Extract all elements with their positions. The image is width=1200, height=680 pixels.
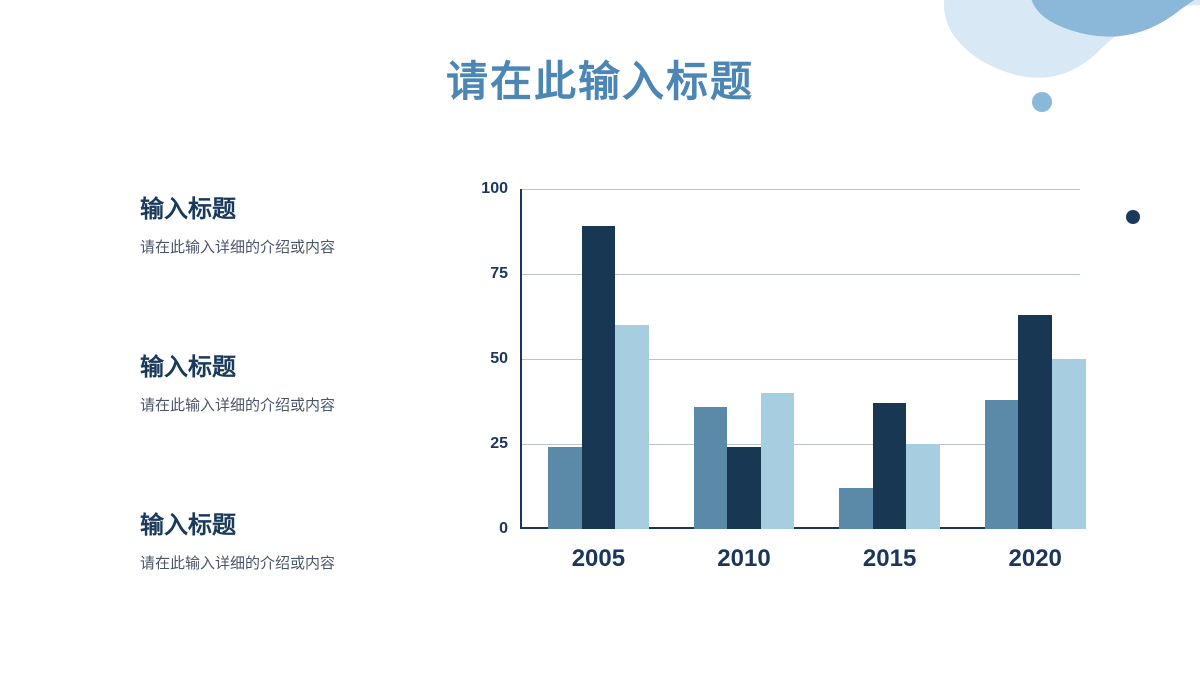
decoration-blob (900, 0, 1200, 180)
section-desc: 请在此输入详细的介绍或内容 (140, 552, 460, 573)
y-tick-label: 50 (490, 350, 520, 368)
chart-bar (761, 393, 795, 529)
section-desc: 请在此输入详细的介绍或内容 (140, 236, 460, 257)
bar-chart: 02550751002005201020152020 (460, 189, 1100, 589)
chart-bar (839, 488, 873, 529)
chart-bar (985, 400, 1019, 529)
chart-bar (1052, 359, 1086, 529)
section-title: 输入标题 (140, 189, 460, 224)
y-tick-label: 0 (499, 520, 520, 538)
chart-bar (694, 407, 728, 529)
chart-bar (582, 226, 616, 529)
decoration-dot (1126, 210, 1140, 224)
section-title: 输入标题 (140, 347, 460, 382)
chart-bar (873, 403, 907, 529)
content-area: 输入标题 请在此输入详细的介绍或内容 输入标题 请在此输入详细的介绍或内容 输入… (0, 109, 1200, 589)
y-tick-label: 75 (490, 265, 520, 283)
chart-bar (727, 447, 761, 529)
sidebar-section: 输入标题 请在此输入详细的介绍或内容 (140, 505, 460, 573)
sidebar: 输入标题 请在此输入详细的介绍或内容 输入标题 请在此输入详细的介绍或内容 输入… (140, 189, 460, 589)
gridline (520, 189, 1080, 190)
chart-plot: 02550751002005201020152020 (520, 189, 1080, 529)
x-tick-label: 2005 (572, 529, 625, 573)
section-title: 输入标题 (140, 505, 460, 540)
x-tick-label: 2020 (1008, 529, 1061, 573)
chart-bar (615, 325, 649, 529)
x-tick-label: 2015 (863, 529, 916, 573)
decoration-dot (1032, 92, 1052, 112)
sidebar-section: 输入标题 请在此输入详细的介绍或内容 (140, 189, 460, 257)
y-tick-label: 25 (490, 435, 520, 453)
y-axis (520, 189, 522, 529)
x-tick-label: 2010 (717, 529, 770, 573)
chart-bar (906, 444, 940, 529)
section-desc: 请在此输入详细的介绍或内容 (140, 394, 460, 415)
y-tick-label: 100 (481, 180, 520, 198)
sidebar-section: 输入标题 请在此输入详细的介绍或内容 (140, 347, 460, 415)
chart-bar (1018, 315, 1052, 529)
chart-bar (548, 447, 582, 529)
